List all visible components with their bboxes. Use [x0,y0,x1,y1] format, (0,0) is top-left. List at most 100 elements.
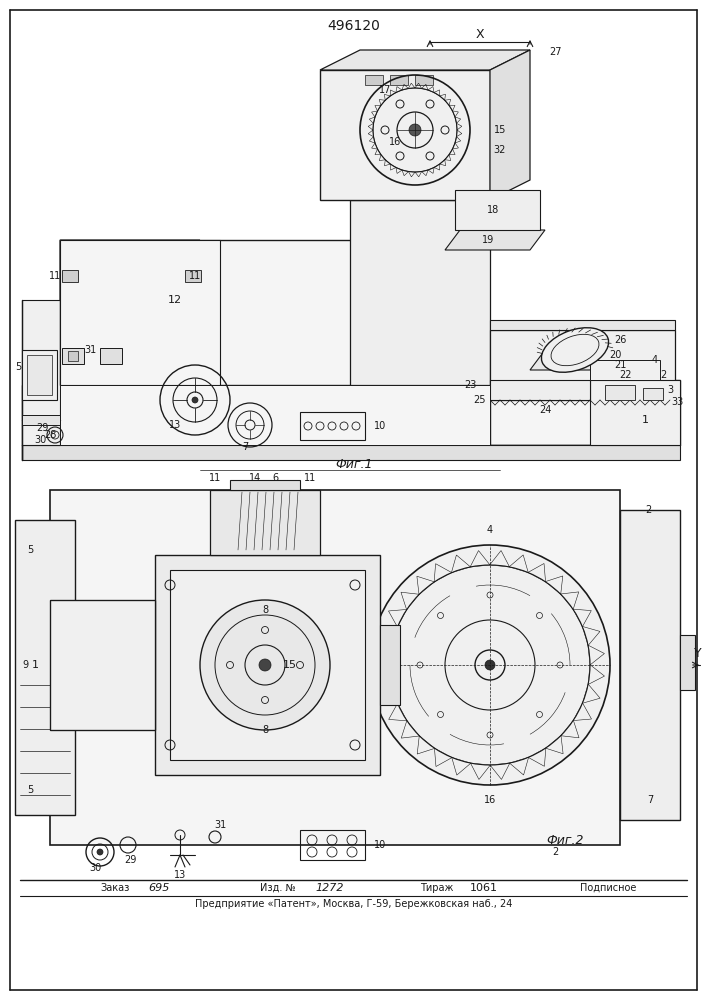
Polygon shape [455,190,540,230]
Polygon shape [50,490,620,845]
Bar [22,415,60,425]
Text: Предприятие «Патент», Москва, Г-59, Бережковская наб., 24: Предприятие «Патент», Москва, Г-59, Бере… [195,899,513,909]
Text: 3: 3 [667,385,673,395]
Text: 15: 15 [283,660,297,670]
Bar [643,388,663,400]
Polygon shape [155,555,380,775]
Circle shape [97,849,103,855]
Text: 5: 5 [27,785,33,795]
Polygon shape [380,625,400,705]
Text: 4: 4 [652,355,658,365]
Bar [68,351,78,361]
Bar [50,600,155,730]
Text: 18: 18 [487,205,499,215]
Polygon shape [445,230,545,250]
Bar [27,355,52,395]
Polygon shape [50,600,155,730]
Text: 5: 5 [15,362,21,372]
Text: 1061: 1061 [470,883,498,893]
Circle shape [485,660,495,670]
Text: 14: 14 [249,473,261,483]
Polygon shape [490,380,590,400]
Text: 19: 19 [482,235,494,245]
Circle shape [370,545,610,785]
Polygon shape [490,380,680,445]
Polygon shape [365,75,383,85]
Text: 31: 31 [214,820,226,830]
Polygon shape [60,385,490,445]
Text: 7: 7 [242,442,248,452]
Polygon shape [22,445,680,460]
Text: 22: 22 [619,370,631,380]
Text: 33: 33 [671,397,683,407]
Text: 2: 2 [552,847,558,857]
Text: 1272: 1272 [315,883,344,893]
Text: 31: 31 [84,345,96,355]
Bar [62,270,78,282]
Polygon shape [530,350,605,370]
Polygon shape [230,480,300,490]
Circle shape [409,124,421,136]
Text: 30: 30 [89,863,101,873]
Text: 8: 8 [262,725,268,735]
Polygon shape [60,240,200,300]
Text: 32: 32 [493,145,506,155]
Polygon shape [210,490,320,555]
Polygon shape [590,380,680,445]
Bar [100,348,122,364]
Circle shape [192,397,198,403]
Text: Подписное: Подписное [580,883,636,893]
Text: 1: 1 [32,660,38,670]
Bar [300,412,365,440]
Text: 11: 11 [209,473,221,483]
Text: 29: 29 [36,423,48,433]
Text: 29: 29 [124,855,136,865]
Polygon shape [320,70,490,200]
Text: 1: 1 [641,415,648,425]
Bar [62,348,84,364]
Text: X: X [476,28,484,41]
Text: 16: 16 [389,137,401,147]
Polygon shape [680,635,695,690]
Text: Фиг.2: Фиг.2 [547,834,584,846]
Polygon shape [350,200,490,385]
Bar [185,270,201,282]
Bar [300,830,365,860]
Text: 11: 11 [304,473,316,483]
Text: 10: 10 [374,421,386,431]
Polygon shape [490,50,530,200]
Circle shape [259,659,271,671]
Text: 4: 4 [487,525,493,535]
Text: Изд. №: Изд. № [260,883,296,893]
Polygon shape [15,520,75,815]
Text: 5: 5 [27,545,33,555]
Text: 27: 27 [549,47,561,57]
Circle shape [200,600,330,730]
Text: Фиг.1: Фиг.1 [335,458,373,472]
Text: Тираж: Тираж [420,883,453,893]
Text: 8: 8 [262,605,268,615]
Polygon shape [170,570,365,760]
Polygon shape [60,240,220,385]
Polygon shape [590,360,660,380]
Text: 2: 2 [660,370,666,380]
Text: 20: 20 [609,350,621,360]
Text: 6: 6 [272,473,278,483]
Polygon shape [60,240,405,385]
Text: 30: 30 [34,435,46,445]
Text: Y: Y [694,647,702,660]
Text: 28: 28 [44,430,56,440]
Text: 2: 2 [645,505,651,515]
Text: 7: 7 [647,795,653,805]
Polygon shape [22,300,60,445]
Ellipse shape [542,328,609,372]
Text: 26: 26 [614,335,626,345]
Text: 11: 11 [49,271,61,281]
Text: 15: 15 [493,125,506,135]
Text: 21: 21 [614,360,626,370]
Bar [22,350,57,400]
Text: Заказ: Заказ [100,883,129,893]
Polygon shape [390,75,408,85]
Text: 24: 24 [539,405,551,415]
Polygon shape [22,385,490,445]
